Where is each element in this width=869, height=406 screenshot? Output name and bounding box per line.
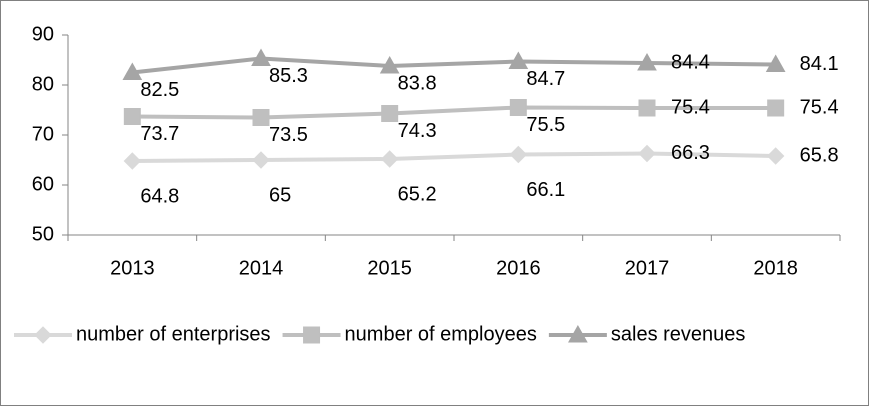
data-label: 66.1 — [526, 179, 565, 201]
data-point — [381, 105, 399, 122]
x-tick-label: 2018 — [753, 257, 798, 279]
legend-label: number of enterprises — [76, 323, 271, 345]
data-label: 64.8 — [140, 185, 179, 207]
legend-marker — [303, 326, 321, 344]
data-label: 75.5 — [526, 114, 565, 136]
legend-label: sales revenues — [611, 323, 746, 345]
data-point — [637, 52, 657, 71]
data-point — [380, 150, 399, 168]
data-point — [122, 62, 143, 80]
data-label: 84.7 — [526, 68, 565, 90]
data-point — [379, 55, 400, 74]
data-label: 82.5 — [140, 79, 179, 101]
series-line — [132, 105, 776, 120]
data-point — [251, 48, 271, 66]
legend-marker — [34, 326, 52, 344]
y-tick-label: 70 — [32, 123, 54, 145]
data-point — [252, 109, 270, 126]
series-line — [132, 56, 776, 75]
data-point — [638, 99, 656, 117]
data-point — [123, 108, 141, 125]
x-tick-label: 2015 — [367, 257, 412, 279]
data-label: 73.7 — [140, 123, 179, 145]
y-tick-label: 80 — [32, 73, 54, 95]
data-point — [123, 152, 142, 170]
data-label: 85.3 — [269, 65, 308, 87]
data-label: 65.2 — [398, 183, 437, 205]
legend-label: number of employees — [345, 323, 537, 345]
data-label: 83.8 — [398, 72, 437, 94]
data-point — [767, 99, 785, 117]
data-point — [508, 51, 529, 69]
data-label: 65 — [269, 184, 291, 206]
data-label: 74.3 — [398, 120, 437, 142]
data-point — [638, 144, 656, 163]
x-tick-label: 2016 — [496, 257, 541, 279]
data-point — [509, 145, 528, 164]
y-tick-label: 90 — [32, 23, 54, 45]
data-label: 75.4 — [671, 96, 710, 118]
legend-marker — [568, 324, 588, 343]
data-label: 84.1 — [800, 53, 839, 75]
data-point — [252, 151, 270, 169]
data-label: 84.4 — [671, 51, 710, 73]
y-tick-label: 60 — [32, 173, 54, 195]
x-tick-label: 2017 — [625, 257, 670, 279]
data-label: 75.4 — [800, 96, 839, 118]
data-label: 66.3 — [671, 142, 710, 164]
series-line — [132, 151, 776, 163]
x-tick-label: 2013 — [110, 257, 155, 279]
data-point — [765, 54, 786, 72]
x-tick-label: 2014 — [239, 257, 284, 279]
data-label: 65.8 — [800, 144, 839, 166]
data-label: 73.5 — [269, 124, 308, 146]
data-point — [766, 147, 785, 165]
y-tick-label: 50 — [32, 223, 54, 245]
data-point — [509, 99, 527, 116]
